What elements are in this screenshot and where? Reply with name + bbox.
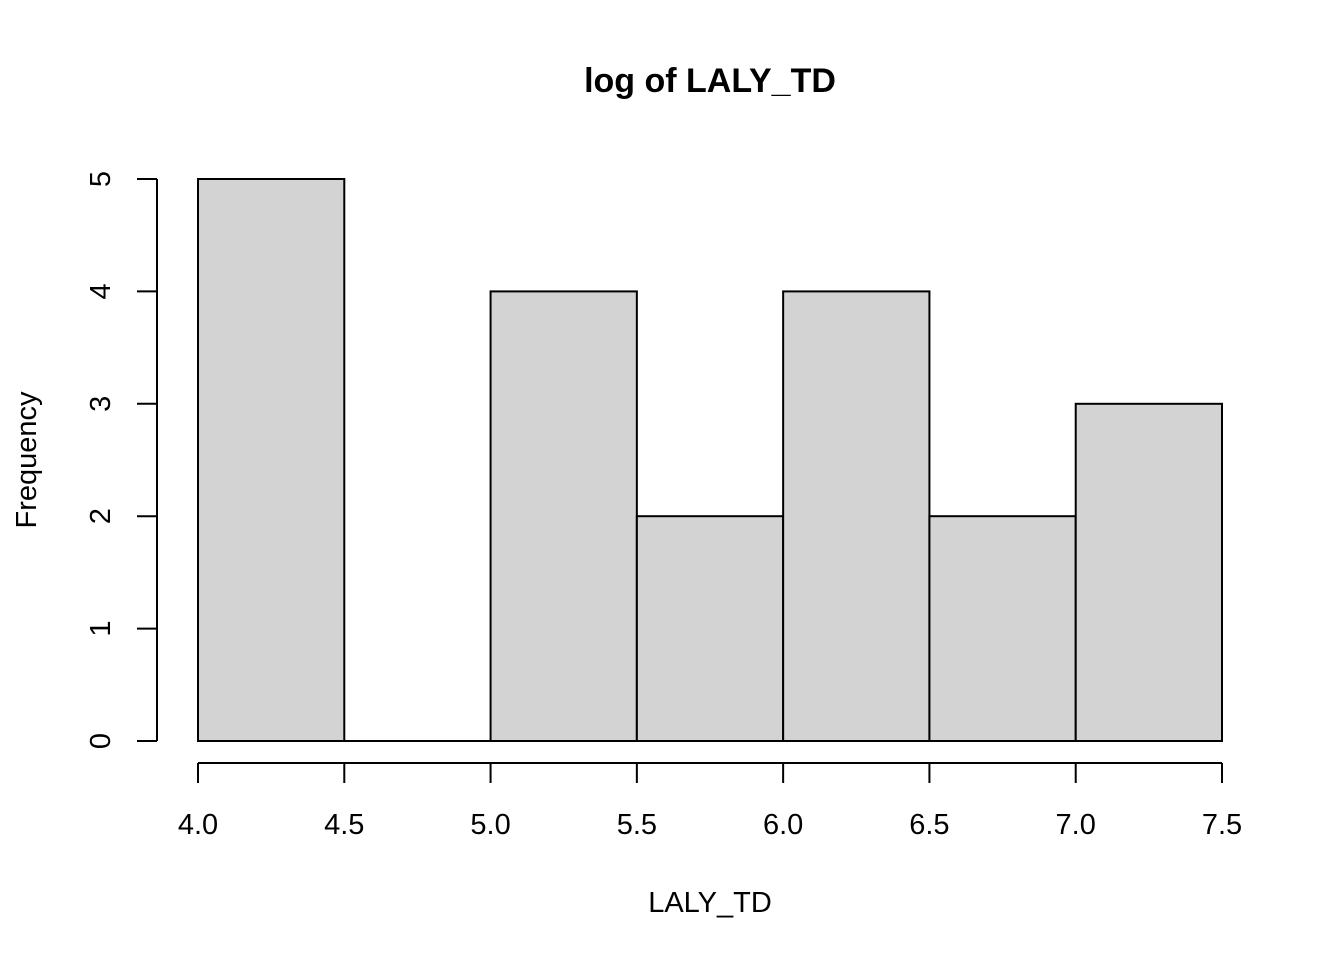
chart-title: log of LALY_TD <box>584 62 836 100</box>
x-tick-label: 4.0 <box>178 809 218 841</box>
x-axis: 4.0 4.5 5.0 5.5 6.0 6.5 7.0 7.5 <box>178 762 1242 841</box>
x-tick-label: 6.0 <box>763 809 803 841</box>
y-tick-label: 5 <box>85 171 117 187</box>
histogram-bar-4 <box>782 290 931 742</box>
y-tick-label: 4 <box>85 283 117 299</box>
y-tick-label: 1 <box>85 621 117 637</box>
x-tick-label: 7.0 <box>1056 809 1096 841</box>
histogram-bar-2 <box>489 290 638 742</box>
x-tick-label: 5.0 <box>470 809 510 841</box>
histogram-bar-5 <box>928 515 1077 743</box>
y-tick-label: 3 <box>85 396 117 412</box>
x-tick-label: 6.5 <box>909 809 949 841</box>
histogram-bar-0 <box>197 178 346 742</box>
x-axis-label: LALY_TD <box>648 887 772 919</box>
y-tick-label: 2 <box>85 508 117 524</box>
y-axis-label: Frequency <box>11 391 43 529</box>
y-axis: 0 1 2 3 4 5 <box>85 171 158 749</box>
histogram-bar-3 <box>635 515 785 743</box>
histogram-bar-6 <box>1074 402 1223 742</box>
histogram-bars <box>197 178 1223 743</box>
x-tick-label: 7.5 <box>1202 809 1242 841</box>
x-tick-label: 4.5 <box>324 809 364 841</box>
y-tick-label: 0 <box>85 733 117 749</box>
x-tick-label: 5.5 <box>617 809 657 841</box>
